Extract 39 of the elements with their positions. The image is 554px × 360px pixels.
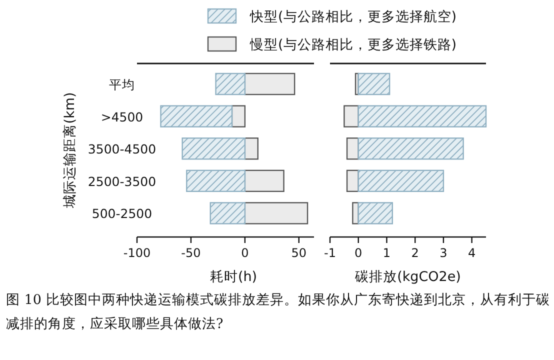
x-tick-label: 4 xyxy=(468,246,476,260)
legend-label: 慢型(与公路相比，更多选择铁路) xyxy=(249,37,457,53)
bar xyxy=(160,105,233,128)
bar xyxy=(244,170,284,192)
x-axis-title: 碳排放(kgCO2e) xyxy=(354,269,461,285)
x-tick-label: 50 xyxy=(291,246,307,260)
bar xyxy=(358,105,487,128)
y-tick-label: >4500 xyxy=(100,109,144,124)
y-tick-label: 3500-4500 xyxy=(88,142,156,157)
bar xyxy=(186,170,246,192)
bar xyxy=(244,202,308,224)
legend-label: 快型(与公路相比，更多选择航空) xyxy=(249,9,457,25)
caption: 图 10 比较图中两种快递运输模式碳排放差异。如果你从广东寄快递到北京，从有利于碳减排的角度，应采取哪些具体做法? xyxy=(6,292,550,332)
bar xyxy=(346,138,359,160)
x-tick-label: 1 xyxy=(382,246,391,260)
bar xyxy=(358,138,464,160)
x-tick-label: 2 xyxy=(411,246,419,260)
x-tick-label: 0 xyxy=(241,246,249,260)
x-tick-label: -1 xyxy=(324,246,336,260)
bar xyxy=(244,72,296,96)
bar xyxy=(182,138,246,160)
bar xyxy=(210,202,246,224)
y-axis-title: 城际运输距离(km) xyxy=(62,92,78,209)
y-tick-label: 500-2500 xyxy=(92,206,152,222)
bar xyxy=(344,105,359,128)
bar xyxy=(231,105,246,128)
x-tick-label: -100 xyxy=(123,246,151,260)
bar xyxy=(244,138,258,160)
y-tick-label: 平均 xyxy=(109,77,135,92)
x-tick-label: 0 xyxy=(354,246,362,260)
bar xyxy=(358,202,393,224)
bar xyxy=(358,72,390,96)
x-tick-label: -50 xyxy=(181,246,201,260)
bar xyxy=(215,72,246,96)
x-axis-title: 耗时(h) xyxy=(210,269,258,285)
x-tick-label: 3 xyxy=(440,246,448,260)
bar xyxy=(358,170,444,192)
y-tick-label: 2500-3500 xyxy=(88,174,156,189)
bar xyxy=(346,170,359,192)
